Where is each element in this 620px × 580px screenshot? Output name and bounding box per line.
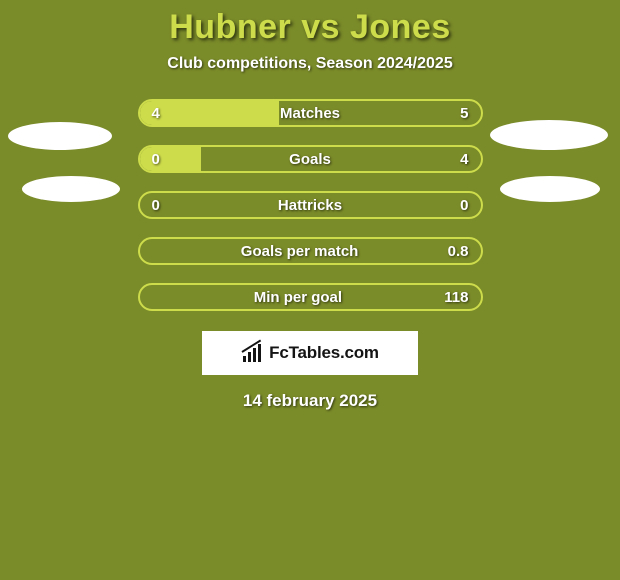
decor-ellipse — [8, 122, 112, 150]
stats-container: 4Matches50Goals40Hattricks0Goals per mat… — [138, 99, 483, 311]
stat-value-right: 0.8 — [448, 243, 469, 260]
stat-label: Matches — [160, 105, 460, 122]
stat-value-right: 5 — [460, 105, 468, 122]
decor-ellipse — [490, 120, 608, 150]
stat-value-right: 118 — [444, 289, 468, 306]
brand-box: FcTables.com — [202, 331, 418, 375]
stat-row: 4Matches5 — [138, 99, 483, 127]
chart-icon — [241, 344, 263, 362]
stat-row: 0Goals4 — [138, 145, 483, 173]
stat-row: 0Hattricks0 — [138, 191, 483, 219]
stat-value-left: 0 — [152, 151, 160, 168]
brand-text: FcTables.com — [269, 343, 379, 363]
stat-row: Min per goal118 — [138, 283, 483, 311]
page-subtitle: Club competitions, Season 2024/2025 — [0, 55, 620, 73]
comparison-infographic: Hubner vs Jones Club competitions, Seaso… — [0, 0, 620, 580]
stat-label: Min per goal — [152, 289, 445, 306]
stat-label: Hattricks — [160, 197, 460, 214]
decor-ellipse — [500, 176, 600, 202]
decor-ellipse — [22, 176, 120, 202]
page-title: Hubner vs Jones — [0, 0, 620, 47]
date-text: 14 february 2025 — [0, 391, 620, 411]
stat-row: Goals per match0.8 — [138, 237, 483, 265]
stat-value-right: 0 — [460, 197, 468, 214]
stat-value-right: 4 — [460, 151, 468, 168]
stat-label: Goals — [160, 151, 460, 168]
stat-value-left: 0 — [152, 197, 160, 214]
stat-value-left: 4 — [152, 105, 160, 122]
stat-label: Goals per match — [152, 243, 448, 260]
